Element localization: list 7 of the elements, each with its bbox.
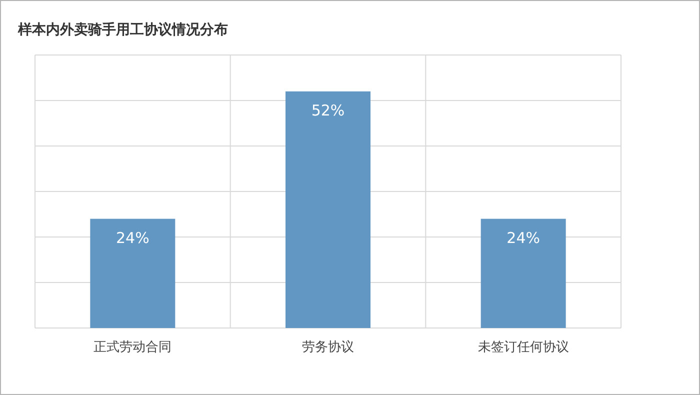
x-tick-label: 劳务协议 (302, 340, 354, 355)
chart-title: 样本内外卖骑手用工协议情况分布 (17, 21, 228, 38)
x-tick-label: 正式劳动合同 (94, 340, 172, 355)
x-tick-label: 未签订任何协议 (478, 340, 569, 355)
data-label: 24% (116, 228, 150, 247)
data-label: 52% (311, 101, 345, 120)
data-label: 24% (506, 228, 540, 247)
